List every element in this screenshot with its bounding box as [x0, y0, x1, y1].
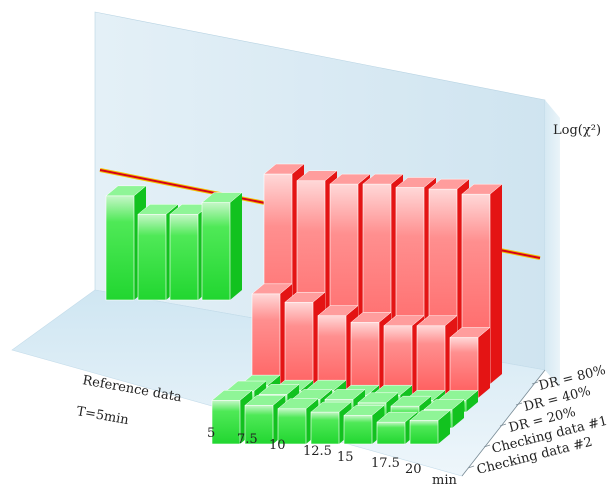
reference-bar-4 — [201, 192, 243, 301]
x-tick-label: 7.5 — [237, 432, 258, 447]
depth-axis — [461, 369, 546, 477]
bar-1-6 — [449, 327, 491, 399]
x-tick-label: 5 — [207, 426, 215, 441]
time-axis-label: T=5min — [75, 404, 130, 428]
x-tick-labels: 5 7.5 10 12.5 15 17.5 20 — [207, 426, 422, 477]
bars-layer — [105, 163, 503, 445]
x-tick-label: 15 — [337, 450, 354, 465]
bar-4-4 — [343, 405, 385, 445]
x-tick-label: 20 — [405, 462, 422, 477]
z-axis-label: Log(χ²) — [553, 123, 601, 138]
x-tick-label: 12.5 — [303, 444, 332, 459]
x-tick-label: 17.5 — [371, 456, 400, 471]
x-tick-label: 10 — [269, 438, 286, 453]
reference-bar-1 — [105, 185, 147, 301]
time-axis-unit: min — [432, 473, 457, 488]
right-wall — [545, 100, 560, 388]
bar-4-6 — [409, 410, 451, 445]
